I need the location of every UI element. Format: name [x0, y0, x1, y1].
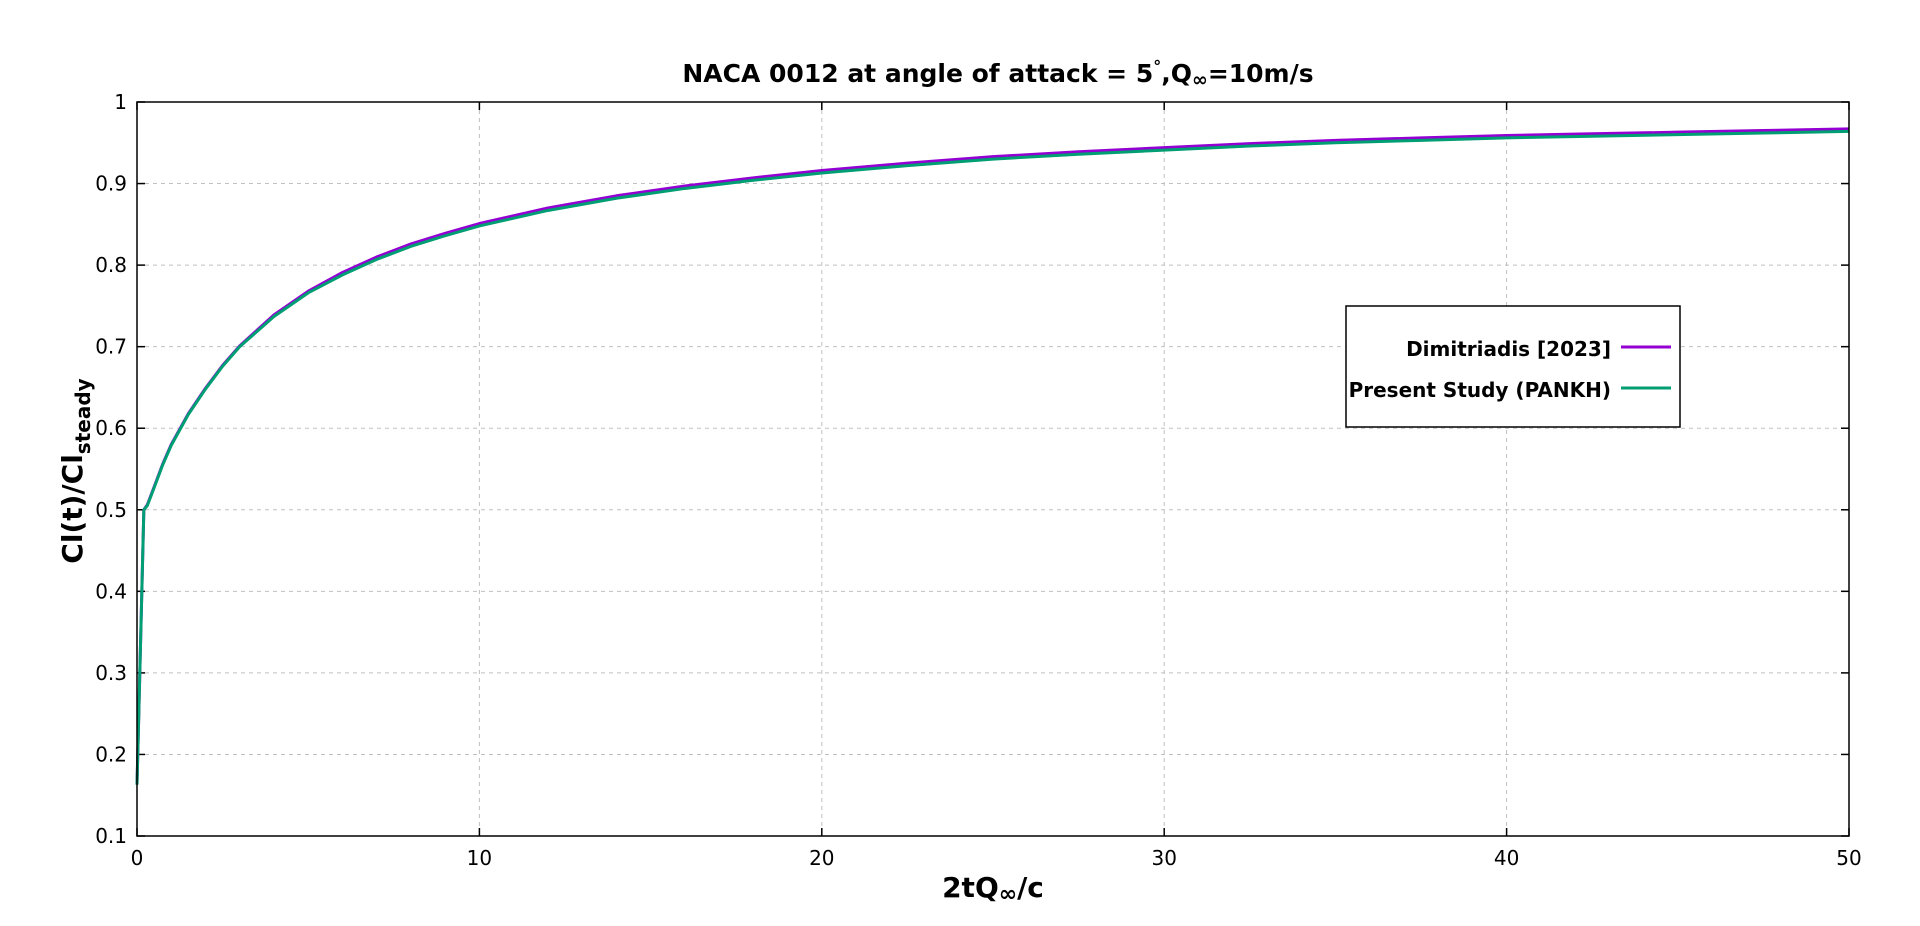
- x-tick-label: 0: [131, 846, 144, 870]
- y-tick-label: 0.4: [95, 579, 127, 603]
- y-tick-label: 0.9: [95, 172, 127, 196]
- x-axis-label: 2tQ∞/c: [942, 871, 1044, 907]
- y-tick-label: 1: [114, 90, 127, 114]
- legend-box: [1345, 305, 1681, 428]
- x-tick-label: 10: [467, 846, 492, 870]
- axis-ticks: 0 10 20 30 40 50 0.1 0.2 0.3 0.4 0.5 0.6 0.7 0.8 0.9 1: [95, 90, 1862, 870]
- y-axis-label: Cl(t)/Clsteady: [56, 378, 95, 563]
- x-tick-label: 40: [1494, 846, 1519, 870]
- plot-area-frame: [136, 101, 1850, 837]
- x-tick-label: 30: [1151, 846, 1176, 870]
- series-lines: [135, 127, 1850, 785]
- y-tick-label: 0.6: [95, 416, 127, 440]
- legend-label-present-study: Present Study (PANKH): [1349, 378, 1611, 402]
- y-tick-label: 0.8: [95, 253, 127, 277]
- chart-title: NACA 0012 at angle of attack = 5°,Q∞=10m…: [682, 57, 1313, 91]
- series-line-present-study: [135, 129, 1850, 785]
- y-tick-label: 0.2: [95, 742, 127, 766]
- x-tick-label: 50: [1836, 846, 1861, 870]
- y-tick-label: 0.7: [95, 335, 127, 359]
- legend: Dimitriadis [2023] Present Study (PANKH): [1345, 305, 1681, 428]
- y-tick-label: 0.1: [95, 824, 127, 848]
- y-tick-label: 0.3: [95, 661, 127, 685]
- x-tick-label: 20: [809, 846, 834, 870]
- legend-label-dimitriadis: Dimitriadis [2023]: [1406, 337, 1611, 361]
- y-tick-label: 0.5: [95, 498, 127, 522]
